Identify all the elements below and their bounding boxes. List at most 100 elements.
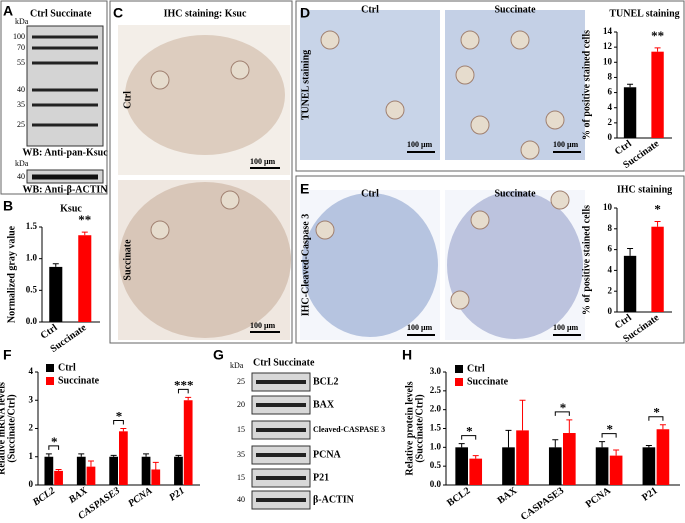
- y-tick-label: 8: [608, 71, 613, 81]
- bar: [455, 447, 468, 485]
- panel-letter: F: [3, 347, 12, 363]
- lane-labels: Ctrl Succinate: [253, 357, 315, 368]
- y-tick-label: 6: [608, 244, 613, 254]
- error-bar: [110, 454, 117, 457]
- protein-label: BAX: [313, 399, 335, 410]
- bar: [563, 433, 576, 485]
- chart-title: IHC staining: [617, 184, 672, 195]
- column-label: Ctrl: [361, 4, 379, 15]
- protein-label: β-ACTIN: [313, 494, 355, 505]
- tissue: [302, 193, 438, 337]
- follicle: [545, 110, 565, 130]
- bar: [141, 456, 151, 485]
- column-label: Ctrl: [361, 188, 379, 199]
- tissue: [119, 182, 291, 338]
- significance: **: [651, 28, 664, 43]
- panel-letter: G: [213, 347, 224, 363]
- follicle: [460, 30, 480, 50]
- y-axis-label: (Succinate/Ctrl): [414, 394, 425, 462]
- error-bar: [152, 461, 159, 470]
- legend-swatch: [46, 377, 54, 385]
- row-label: Succinate: [122, 239, 133, 281]
- marker: 35: [17, 100, 25, 109]
- y-tick-label: 3.0: [430, 366, 442, 376]
- bracket: [601, 433, 617, 438]
- panel-frame: [109, 0, 293, 344]
- y-tick-label: 0.0: [430, 479, 442, 489]
- bar: [548, 447, 562, 485]
- bracket: [48, 445, 60, 450]
- y-tick-label: 6: [608, 87, 613, 97]
- error-bar: [175, 454, 182, 457]
- marker: 40: [17, 172, 25, 181]
- significance: *: [560, 400, 567, 415]
- panel-letter: A: [3, 3, 13, 19]
- panel-letter: B: [3, 198, 13, 214]
- x-tick-label: PCNA: [126, 485, 154, 509]
- error-bar: [566, 419, 573, 434]
- panel-frame: [0, 0, 108, 195]
- y-tick-label: 2.5: [430, 385, 442, 395]
- bar: [642, 447, 656, 485]
- error-bar: [654, 47, 661, 52]
- row-label: Ctrl: [122, 91, 133, 109]
- error-bar: [52, 263, 59, 267]
- error-bar: [185, 396, 192, 401]
- bar: [623, 87, 637, 138]
- column-label: Succinate: [494, 4, 536, 15]
- marker: 40: [237, 495, 245, 504]
- error-bar: [613, 449, 620, 456]
- error-bar: [458, 443, 465, 448]
- significance: **: [78, 212, 91, 227]
- bar: [183, 400, 193, 485]
- column-label: Succinate: [494, 188, 536, 199]
- bracket: [461, 435, 477, 440]
- error-bar: [78, 453, 85, 457]
- decorations: [150, 30, 570, 310]
- y-tick-label: 1.5: [430, 423, 442, 433]
- panel-letter: D: [300, 5, 310, 21]
- error-bar: [55, 468, 62, 471]
- significance: *: [116, 408, 123, 423]
- y-tick-label: 2: [29, 423, 34, 433]
- y-tick-label: 4: [608, 102, 613, 112]
- panel-letter: H: [402, 347, 412, 363]
- follicle: [315, 220, 335, 240]
- error-bar: [552, 439, 559, 448]
- y-tick-label: 0.5: [26, 284, 38, 294]
- significance: *: [653, 405, 660, 420]
- panel-title: IHC staining: Ksuc: [164, 8, 247, 19]
- error-bar: [599, 441, 606, 448]
- follicle: [470, 115, 490, 135]
- marker: 15: [237, 473, 245, 482]
- scale-bar: 100 μm: [553, 323, 579, 332]
- y-tick-label: 2: [608, 285, 613, 295]
- follicle: [520, 140, 540, 160]
- y-tick-label: 4: [29, 366, 34, 376]
- marker: 20: [237, 400, 245, 409]
- x-tick-label: BAX: [496, 485, 520, 507]
- bar: [54, 470, 63, 485]
- y-tick-label: 0: [608, 306, 613, 316]
- error-bar: [45, 453, 52, 457]
- y-axis-label: % of positive stained cells: [581, 30, 592, 140]
- panel-frame: [295, 175, 685, 344]
- follicle: [320, 30, 340, 50]
- significance: *: [654, 202, 661, 217]
- bar: [86, 466, 96, 485]
- y-axis-label: (Succinate/Ctrl): [6, 394, 17, 462]
- x-tick-label: PCNA: [584, 485, 614, 510]
- bar: [109, 456, 119, 485]
- follicle: [150, 220, 170, 240]
- follicle: [455, 65, 475, 85]
- error-bar: [627, 248, 634, 256]
- y-tick-label: 4: [608, 264, 613, 274]
- marker: 35: [237, 450, 245, 459]
- marker: 70: [17, 43, 25, 52]
- bar: [623, 255, 637, 312]
- bar: [76, 456, 86, 485]
- x-tick-label: P21: [167, 485, 187, 503]
- y-axis-label: % of positive stained cells: [581, 205, 592, 315]
- tissue: [447, 191, 583, 339]
